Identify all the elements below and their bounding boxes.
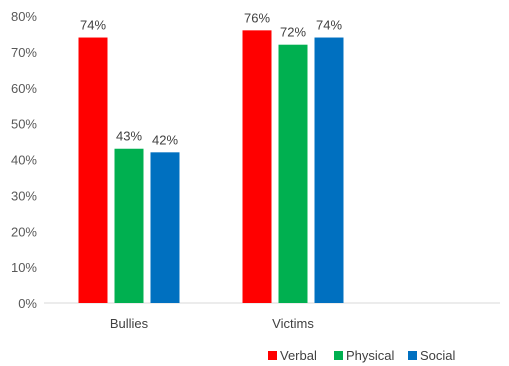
legend-swatch-social bbox=[408, 351, 417, 360]
legend-label-physical: Physical bbox=[346, 348, 395, 363]
bar-physical-bullies bbox=[114, 148, 144, 303]
y-tick-label: 80% bbox=[11, 9, 37, 24]
y-tick-label: 10% bbox=[11, 260, 37, 275]
bar-social-bullies bbox=[150, 152, 180, 303]
data-label: 42% bbox=[152, 132, 178, 147]
data-label: 74% bbox=[316, 18, 342, 33]
legend-swatch-verbal bbox=[268, 351, 277, 360]
y-tick-label: 20% bbox=[11, 224, 37, 239]
bar-physical-victims bbox=[278, 44, 308, 303]
legend-swatch-physical bbox=[334, 351, 343, 360]
legend-label-verbal: Verbal bbox=[280, 348, 317, 363]
data-label: 43% bbox=[116, 129, 142, 144]
y-tick-label: 50% bbox=[11, 117, 37, 132]
y-tick-label: 40% bbox=[11, 153, 37, 168]
bar-social-victims bbox=[314, 37, 344, 304]
legend-label-social: Social bbox=[420, 348, 456, 363]
data-label: 74% bbox=[80, 18, 106, 33]
y-tick-label: 70% bbox=[11, 45, 37, 60]
data-label: 72% bbox=[280, 25, 306, 40]
category-label: Bullies bbox=[110, 316, 149, 331]
y-tick-label: 30% bbox=[11, 188, 37, 203]
data-label: 76% bbox=[244, 10, 270, 25]
y-tick-label: 60% bbox=[11, 81, 37, 96]
category-label: Victims bbox=[272, 316, 314, 331]
bar-verbal-bullies bbox=[78, 37, 108, 304]
y-tick-label: 0% bbox=[18, 296, 37, 311]
bar-verbal-victims bbox=[242, 30, 272, 303]
